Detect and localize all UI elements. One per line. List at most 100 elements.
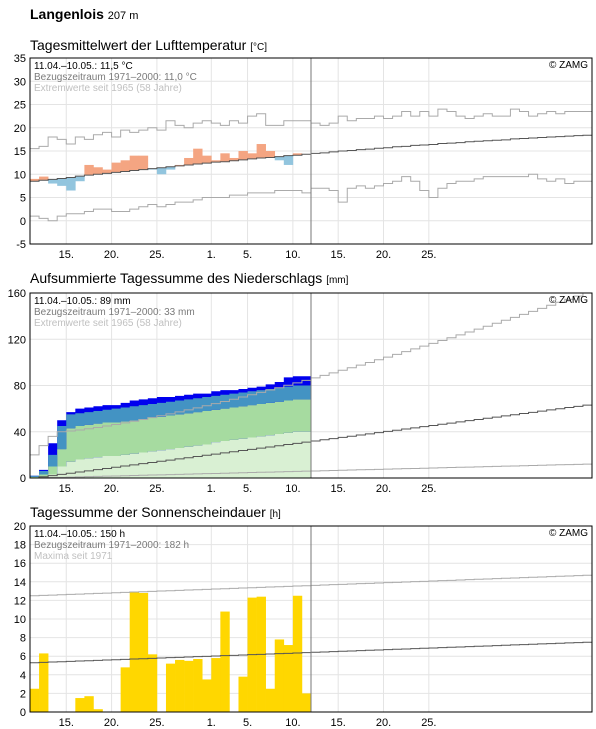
x-tick-label: 1. bbox=[207, 483, 216, 495]
x-tick-label: 25. bbox=[149, 483, 164, 495]
precipitation-title-text: Aufsummierte Tagessumme des Niederschlag… bbox=[30, 270, 323, 286]
y-tick-label: 30 bbox=[14, 76, 26, 88]
temperature-min-line bbox=[30, 173, 592, 222]
temperature-anomaly-bar bbox=[93, 167, 103, 175]
temperature-title-text: Tagesmittelwert der Lufttemperatur bbox=[30, 37, 247, 53]
sunshine-bar bbox=[193, 658, 203, 712]
y-tick-label: 4 bbox=[20, 670, 26, 682]
temperature-anomaly-bar bbox=[30, 178, 40, 182]
y-tick-label: 5 bbox=[20, 193, 26, 205]
precipitation-band-lower bbox=[30, 431, 311, 478]
sunshine-bar bbox=[175, 659, 185, 712]
x-tick-label: 15. bbox=[331, 483, 346, 495]
sunshine-bar bbox=[274, 639, 285, 712]
chart-panel-precipitation: 0 40 80 120 160 15. 20. 25. 1. 5. 10. 15. 20. 25. 11.0… bbox=[8, 288, 593, 495]
precipitation-title: Aufsummierte Tagessumme des Niederschlag… bbox=[30, 270, 348, 286]
x-tick-label: 5. bbox=[243, 483, 252, 495]
y-tick-label: 6 bbox=[20, 651, 26, 663]
temperature-anomaly-bar bbox=[202, 155, 212, 164]
x-tick-label: 5. bbox=[243, 717, 252, 729]
y-tick-label: 10 bbox=[14, 169, 26, 181]
temperature-anomaly-bar bbox=[274, 156, 285, 161]
sunshine-bar bbox=[211, 658, 221, 712]
temperature-anomaly-bar bbox=[138, 155, 149, 170]
x-tick-label: 5. bbox=[243, 249, 252, 261]
info-line-2: Bezugszeitraum 1971–2000: 11,0 °C bbox=[34, 72, 197, 83]
temperature-anomaly-bar bbox=[220, 153, 230, 162]
sunshine-bar bbox=[202, 679, 212, 712]
sunshine-bar bbox=[265, 688, 276, 712]
x-tick-label: 1. bbox=[207, 249, 216, 261]
temperature-anomaly-bar bbox=[283, 155, 294, 165]
temperature-anomaly-bar bbox=[247, 153, 257, 159]
temperature-anomaly-bar bbox=[165, 166, 176, 170]
y-tick-label: 160 bbox=[8, 288, 26, 300]
x-tick-label: 25. bbox=[421, 249, 436, 261]
y-tick-label: 120 bbox=[8, 334, 26, 346]
x-tick-label: 15. bbox=[59, 717, 74, 729]
y-tick-label: 0 bbox=[20, 473, 26, 485]
info-line-1: 11.04.–10.05.: 89 mm bbox=[34, 296, 131, 307]
x-tick-label: 1. bbox=[207, 717, 216, 729]
y-tick-label: 16 bbox=[14, 558, 26, 570]
chart-panel-sunshine: 0 2 4 6 8 10 12 14 16 18 20 15. 20. 25. 1. 5. 10. 15. 20. 2… bbox=[14, 521, 593, 729]
info-line-3: Extremwerte seit 1965 (58 Jahre) bbox=[34, 318, 182, 329]
info-line-1: 11.04.–10.05.: 150 h bbox=[34, 529, 125, 540]
x-tick-label: 15. bbox=[331, 249, 346, 261]
temperature-anomaly-bar bbox=[39, 176, 49, 181]
plot-frame bbox=[29, 292, 593, 479]
temperature-anomaly-bar bbox=[238, 151, 248, 160]
x-tick-label: 10. bbox=[285, 483, 300, 495]
station-header: Langenlois 207 m bbox=[30, 6, 138, 22]
y-tick-label: 2 bbox=[20, 688, 26, 700]
temperature-anomaly-bar bbox=[102, 169, 112, 174]
y-tick-label: 25 bbox=[14, 100, 26, 112]
temperature-anomaly-bar bbox=[66, 177, 76, 191]
temperature-anomaly-bar bbox=[120, 160, 131, 172]
temperature-anomaly-bar bbox=[184, 157, 194, 165]
precipitation-band-middle bbox=[30, 399, 311, 478]
copyright-label: © ZAMG bbox=[549, 60, 588, 71]
y-tick-label: 8 bbox=[20, 633, 26, 645]
precipitation-unit: [mm] bbox=[326, 275, 349, 286]
station-altitude: 207 m bbox=[107, 10, 139, 22]
temperature-anomaly-bar bbox=[57, 178, 67, 186]
temperature-anomaly-bar bbox=[211, 160, 221, 163]
y-tick-label: 0 bbox=[20, 707, 26, 719]
y-tick-label: 80 bbox=[14, 381, 26, 393]
temperature-anomaly-bar bbox=[129, 155, 140, 171]
y-tick-label: 10 bbox=[14, 614, 26, 626]
sunshine-bar bbox=[147, 654, 158, 712]
x-tick-label: 25. bbox=[421, 483, 436, 495]
sunshine-bar bbox=[283, 645, 294, 712]
x-tick-label: 15. bbox=[59, 249, 74, 261]
y-tick-label: 15 bbox=[14, 146, 26, 158]
info-line-1: 11.04.–10.05.: 11,5 °C bbox=[34, 61, 133, 72]
temperature-anomaly-bar bbox=[48, 179, 58, 184]
x-tick-label: 20. bbox=[376, 717, 391, 729]
y-tick-label: 18 bbox=[14, 540, 26, 552]
temperature-anomaly-bar bbox=[193, 148, 203, 165]
temperature-anomaly-bar bbox=[229, 157, 239, 161]
temperature-anomaly-bar bbox=[292, 153, 303, 156]
station-name: Langenlois bbox=[30, 6, 104, 22]
temperature-title: Tagesmittelwert der Lufttemperatur [°C] bbox=[30, 37, 267, 53]
y-tick-label: 35 bbox=[14, 53, 26, 65]
plot-frame bbox=[29, 57, 593, 245]
sunshine-bar bbox=[220, 611, 230, 712]
sunshine-bar bbox=[129, 592, 140, 712]
info-line-2: Bezugszeitraum 1971–2000: 182 h bbox=[34, 540, 189, 551]
sunshine-title: Tagessumme der Sonnenscheindauer [h] bbox=[30, 504, 281, 520]
temperature-anomaly-bar bbox=[156, 167, 167, 175]
sunshine-title-text: Tagessumme der Sonnenscheindauer bbox=[30, 504, 266, 520]
x-tick-label: 20. bbox=[104, 483, 119, 495]
sunshine-bar bbox=[120, 667, 131, 712]
y-tick-label: 12 bbox=[14, 595, 26, 607]
copyright-label: © ZAMG bbox=[549, 295, 588, 306]
sunshine-bar bbox=[84, 696, 94, 712]
sunshine-bar bbox=[93, 709, 103, 712]
temperature-unit: [°C] bbox=[250, 42, 267, 53]
temperature-anomaly-bar bbox=[111, 162, 121, 173]
sunshine-bar bbox=[39, 653, 49, 712]
x-tick-label: 20. bbox=[104, 717, 119, 729]
